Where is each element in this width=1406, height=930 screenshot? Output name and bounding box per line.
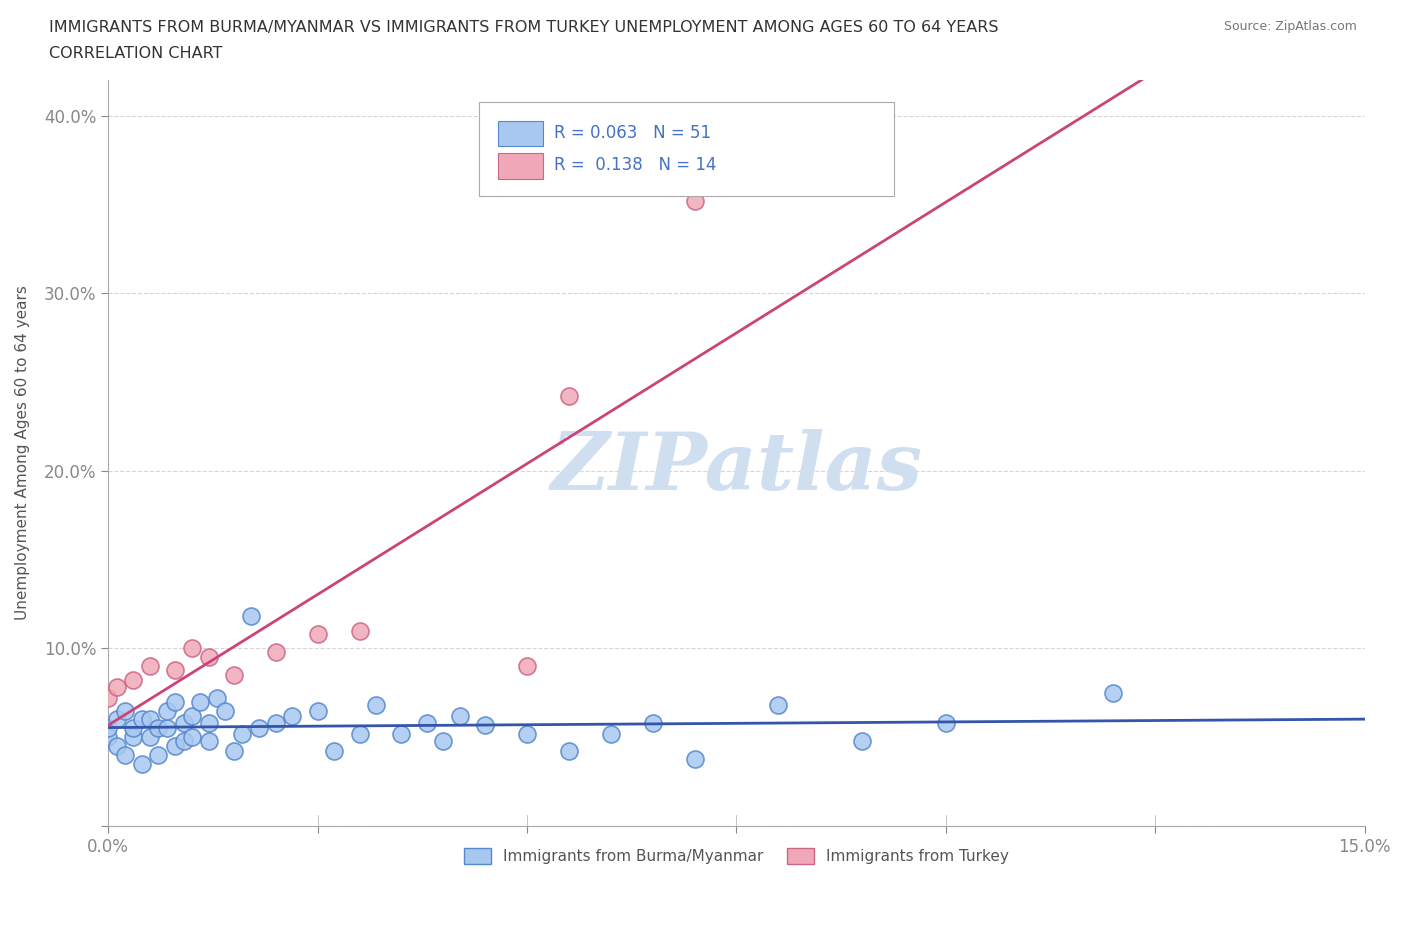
- Point: [181, 730, 204, 745]
- Point: [197, 650, 219, 665]
- Point: [222, 668, 245, 683]
- Point: [139, 658, 162, 673]
- Point: [432, 734, 454, 749]
- Point: [197, 715, 219, 730]
- Point: [768, 698, 790, 712]
- Text: R =  0.138   N = 14: R = 0.138 N = 14: [554, 156, 717, 174]
- Point: [148, 721, 170, 736]
- Point: [122, 673, 145, 688]
- Point: [122, 721, 145, 736]
- Point: [205, 691, 228, 706]
- Point: [415, 715, 437, 730]
- Point: [264, 644, 287, 659]
- Text: CORRELATION CHART: CORRELATION CHART: [49, 46, 222, 61]
- Point: [307, 627, 329, 642]
- Point: [558, 389, 581, 404]
- Point: [214, 703, 236, 718]
- Point: [281, 709, 304, 724]
- FancyBboxPatch shape: [498, 121, 543, 147]
- Text: Source: ZipAtlas.com: Source: ZipAtlas.com: [1223, 20, 1357, 33]
- Point: [349, 726, 371, 741]
- Point: [173, 715, 195, 730]
- Point: [197, 734, 219, 749]
- Point: [558, 744, 581, 759]
- Point: [247, 721, 270, 736]
- Point: [239, 609, 262, 624]
- Point: [683, 751, 706, 766]
- Point: [181, 709, 204, 724]
- Point: [349, 623, 371, 638]
- Point: [105, 680, 128, 695]
- Point: [851, 734, 873, 749]
- Point: [188, 695, 211, 710]
- Point: [474, 717, 496, 732]
- Point: [165, 695, 187, 710]
- Point: [516, 726, 538, 741]
- Point: [366, 698, 388, 712]
- Point: [156, 721, 179, 736]
- Legend: Immigrants from Burma/Myanmar, Immigrants from Turkey: Immigrants from Burma/Myanmar, Immigrant…: [457, 843, 1015, 870]
- Point: [97, 730, 120, 745]
- Point: [97, 691, 120, 706]
- Point: [449, 709, 471, 724]
- Point: [165, 738, 187, 753]
- FancyBboxPatch shape: [498, 153, 543, 179]
- Point: [264, 715, 287, 730]
- Point: [222, 744, 245, 759]
- Point: [165, 662, 187, 677]
- Text: R = 0.063   N = 51: R = 0.063 N = 51: [554, 124, 711, 142]
- Point: [122, 730, 145, 745]
- Point: [139, 712, 162, 727]
- Point: [114, 703, 136, 718]
- Point: [641, 715, 664, 730]
- Point: [389, 726, 412, 741]
- Point: [683, 193, 706, 208]
- Point: [231, 726, 253, 741]
- Point: [173, 734, 195, 749]
- Point: [105, 712, 128, 727]
- Point: [307, 703, 329, 718]
- Text: IMMIGRANTS FROM BURMA/MYANMAR VS IMMIGRANTS FROM TURKEY UNEMPLOYMENT AMONG AGES : IMMIGRANTS FROM BURMA/MYANMAR VS IMMIGRA…: [49, 20, 998, 35]
- Point: [105, 738, 128, 753]
- Point: [156, 703, 179, 718]
- Point: [131, 756, 153, 771]
- Point: [148, 748, 170, 763]
- FancyBboxPatch shape: [479, 102, 894, 195]
- Point: [114, 748, 136, 763]
- Point: [935, 715, 957, 730]
- Point: [323, 744, 346, 759]
- Point: [599, 726, 621, 741]
- Point: [516, 658, 538, 673]
- Point: [1102, 685, 1125, 700]
- Point: [139, 730, 162, 745]
- Text: ZIPatlas: ZIPatlas: [550, 430, 922, 507]
- Y-axis label: Unemployment Among Ages 60 to 64 years: Unemployment Among Ages 60 to 64 years: [15, 286, 30, 620]
- Point: [131, 712, 153, 727]
- Point: [181, 641, 204, 656]
- Point: [97, 721, 120, 736]
